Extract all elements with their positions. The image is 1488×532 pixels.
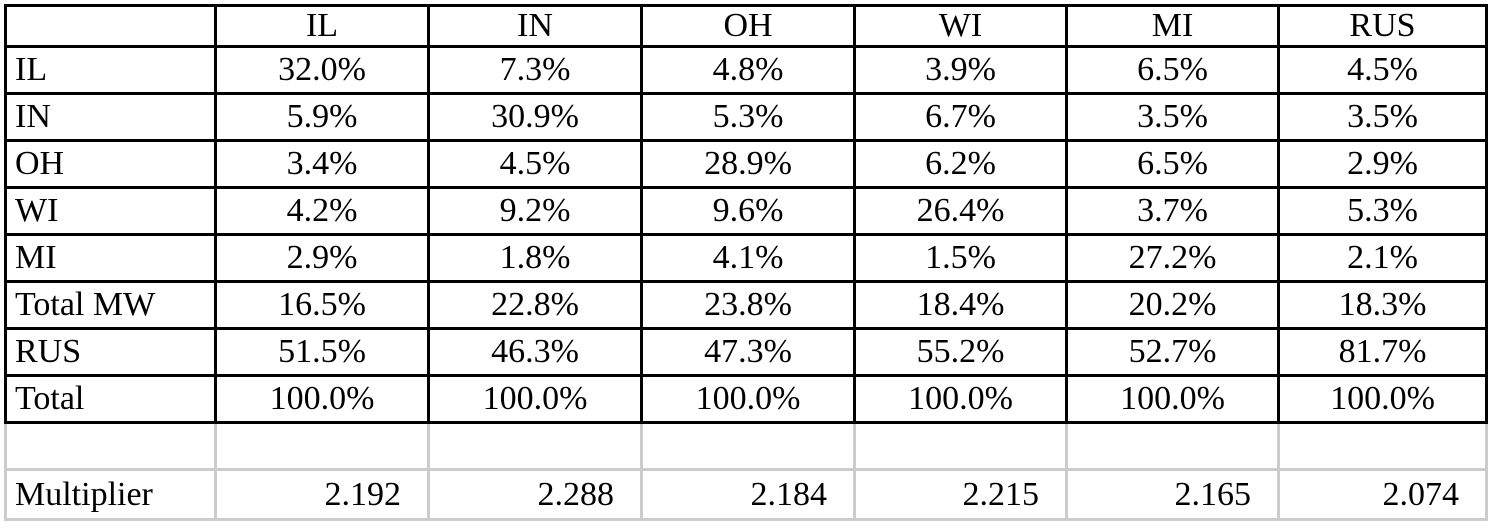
table-cell[interactable]: 47.3% <box>640 327 856 377</box>
table-cell[interactable]: 100.0% <box>214 374 430 424</box>
table-cell[interactable]: 4.5% <box>427 139 643 189</box>
table-row: MI 2.9% 1.8% 4.1% 1.5% 27.2% 2.1% <box>4 233 1488 283</box>
table-cell[interactable]: 81.7% <box>1277 327 1488 377</box>
column-header-in[interactable]: IN <box>427 4 643 48</box>
table-cell[interactable]: 2.9% <box>214 233 430 283</box>
data-table: IL IN OH WI MI RUS IL 32.0% 7.3% 4.8% 3.… <box>4 4 1488 521</box>
multiplier-cell[interactable]: 2.184 <box>640 468 856 521</box>
row-label[interactable]: IN <box>4 92 217 142</box>
table-cell[interactable]: 18.3% <box>1277 280 1488 330</box>
table-cell[interactable]: 3.4% <box>214 139 430 189</box>
empty-cell[interactable] <box>4 421 217 471</box>
table-cell[interactable]: 100.0% <box>853 374 1068 424</box>
table-cell[interactable]: 20.2% <box>1065 280 1280 330</box>
table-cell[interactable]: 100.0% <box>1277 374 1488 424</box>
multiplier-row: Multiplier 2.192 2.288 2.184 2.215 2.165… <box>4 468 1488 521</box>
table-cell[interactable]: 9.2% <box>427 186 643 236</box>
row-label[interactable]: Total MW <box>4 280 217 330</box>
table-cell[interactable]: 28.9% <box>640 139 856 189</box>
table-cell[interactable]: 3.7% <box>1065 186 1280 236</box>
table-cell[interactable]: 4.8% <box>640 45 856 95</box>
table-cell[interactable]: 23.8% <box>640 280 856 330</box>
table-cell[interactable]: 9.6% <box>640 186 856 236</box>
table-cell[interactable]: 52.7% <box>1065 327 1280 377</box>
table-cell[interactable]: 32.0% <box>214 45 430 95</box>
table-cell[interactable]: 3.5% <box>1065 92 1280 142</box>
multiplier-label[interactable]: Multiplier <box>4 468 217 521</box>
row-label[interactable]: RUS <box>4 327 217 377</box>
row-label[interactable]: WI <box>4 186 217 236</box>
table-row: Total MW 16.5% 22.8% 23.8% 18.4% 20.2% 1… <box>4 280 1488 330</box>
table-cell[interactable]: 1.8% <box>427 233 643 283</box>
row-label[interactable]: IL <box>4 45 217 95</box>
table-row: Total 100.0% 100.0% 100.0% 100.0% 100.0%… <box>4 374 1488 424</box>
table-cell[interactable]: 3.5% <box>1277 92 1488 142</box>
column-header-oh[interactable]: OH <box>640 4 856 48</box>
multiplier-cell[interactable]: 2.288 <box>427 468 643 521</box>
header-row: IL IN OH WI MI RUS <box>4 4 1488 48</box>
empty-cell[interactable] <box>214 421 430 471</box>
empty-cell[interactable] <box>1277 421 1488 471</box>
table-cell[interactable]: 16.5% <box>214 280 430 330</box>
table-cell[interactable]: 100.0% <box>640 374 856 424</box>
column-header-wi[interactable]: WI <box>853 4 1068 48</box>
table-cell[interactable]: 26.4% <box>853 186 1068 236</box>
table-cell[interactable]: 55.2% <box>853 327 1068 377</box>
table-cell[interactable]: 2.1% <box>1277 233 1488 283</box>
empty-cell[interactable] <box>640 421 856 471</box>
table-cell[interactable]: 7.3% <box>427 45 643 95</box>
column-header-il[interactable]: IL <box>214 4 430 48</box>
table-cell[interactable]: 3.9% <box>853 45 1068 95</box>
multiplier-cell[interactable]: 2.192 <box>214 468 430 521</box>
multiplier-cell[interactable]: 2.215 <box>853 468 1068 521</box>
table-cell[interactable]: 100.0% <box>427 374 643 424</box>
row-label[interactable]: Total <box>4 374 217 424</box>
table-cell[interactable]: 5.9% <box>214 92 430 142</box>
table-cell[interactable]: 6.5% <box>1065 45 1280 95</box>
table-cell[interactable]: 18.4% <box>853 280 1068 330</box>
multiplier-cell[interactable]: 2.165 <box>1065 468 1280 521</box>
table-cell[interactable]: 4.1% <box>640 233 856 283</box>
table-cell[interactable]: 6.7% <box>853 92 1068 142</box>
table-cell[interactable]: 6.5% <box>1065 139 1280 189</box>
table-cell[interactable]: 27.2% <box>1065 233 1280 283</box>
table-cell[interactable]: 51.5% <box>214 327 430 377</box>
table-cell[interactable]: 4.2% <box>214 186 430 236</box>
table-cell[interactable]: 2.9% <box>1277 139 1488 189</box>
table-row: WI 4.2% 9.2% 9.6% 26.4% 3.7% 5.3% <box>4 186 1488 236</box>
column-header-mi[interactable]: MI <box>1065 4 1280 48</box>
table-cell[interactable]: 46.3% <box>427 327 643 377</box>
table-cell[interactable]: 1.5% <box>853 233 1068 283</box>
table-row: OH 3.4% 4.5% 28.9% 6.2% 6.5% 2.9% <box>4 139 1488 189</box>
multiplier-cell[interactable]: 2.074 <box>1277 468 1488 521</box>
table-cell[interactable]: 6.2% <box>853 139 1068 189</box>
empty-cell[interactable] <box>1065 421 1280 471</box>
empty-row <box>4 421 1488 471</box>
table-row: IN 5.9% 30.9% 5.3% 6.7% 3.5% 3.5% <box>4 92 1488 142</box>
table-cell[interactable]: 30.9% <box>427 92 643 142</box>
table-cell[interactable]: 100.0% <box>1065 374 1280 424</box>
column-header-rus[interactable]: RUS <box>1277 4 1488 48</box>
table-row: IL 32.0% 7.3% 4.8% 3.9% 6.5% 4.5% <box>4 45 1488 95</box>
empty-cell[interactable] <box>853 421 1068 471</box>
table-cell[interactable]: 4.5% <box>1277 45 1488 95</box>
table-cell[interactable]: 22.8% <box>427 280 643 330</box>
table-cell[interactable]: 5.3% <box>1277 186 1488 236</box>
row-label[interactable]: OH <box>4 139 217 189</box>
row-label[interactable]: MI <box>4 233 217 283</box>
empty-cell[interactable] <box>427 421 643 471</box>
corner-cell[interactable] <box>4 4 217 48</box>
table-cell[interactable]: 5.3% <box>640 92 856 142</box>
table-row: RUS 51.5% 46.3% 47.3% 55.2% 52.7% 81.7% <box>4 327 1488 377</box>
